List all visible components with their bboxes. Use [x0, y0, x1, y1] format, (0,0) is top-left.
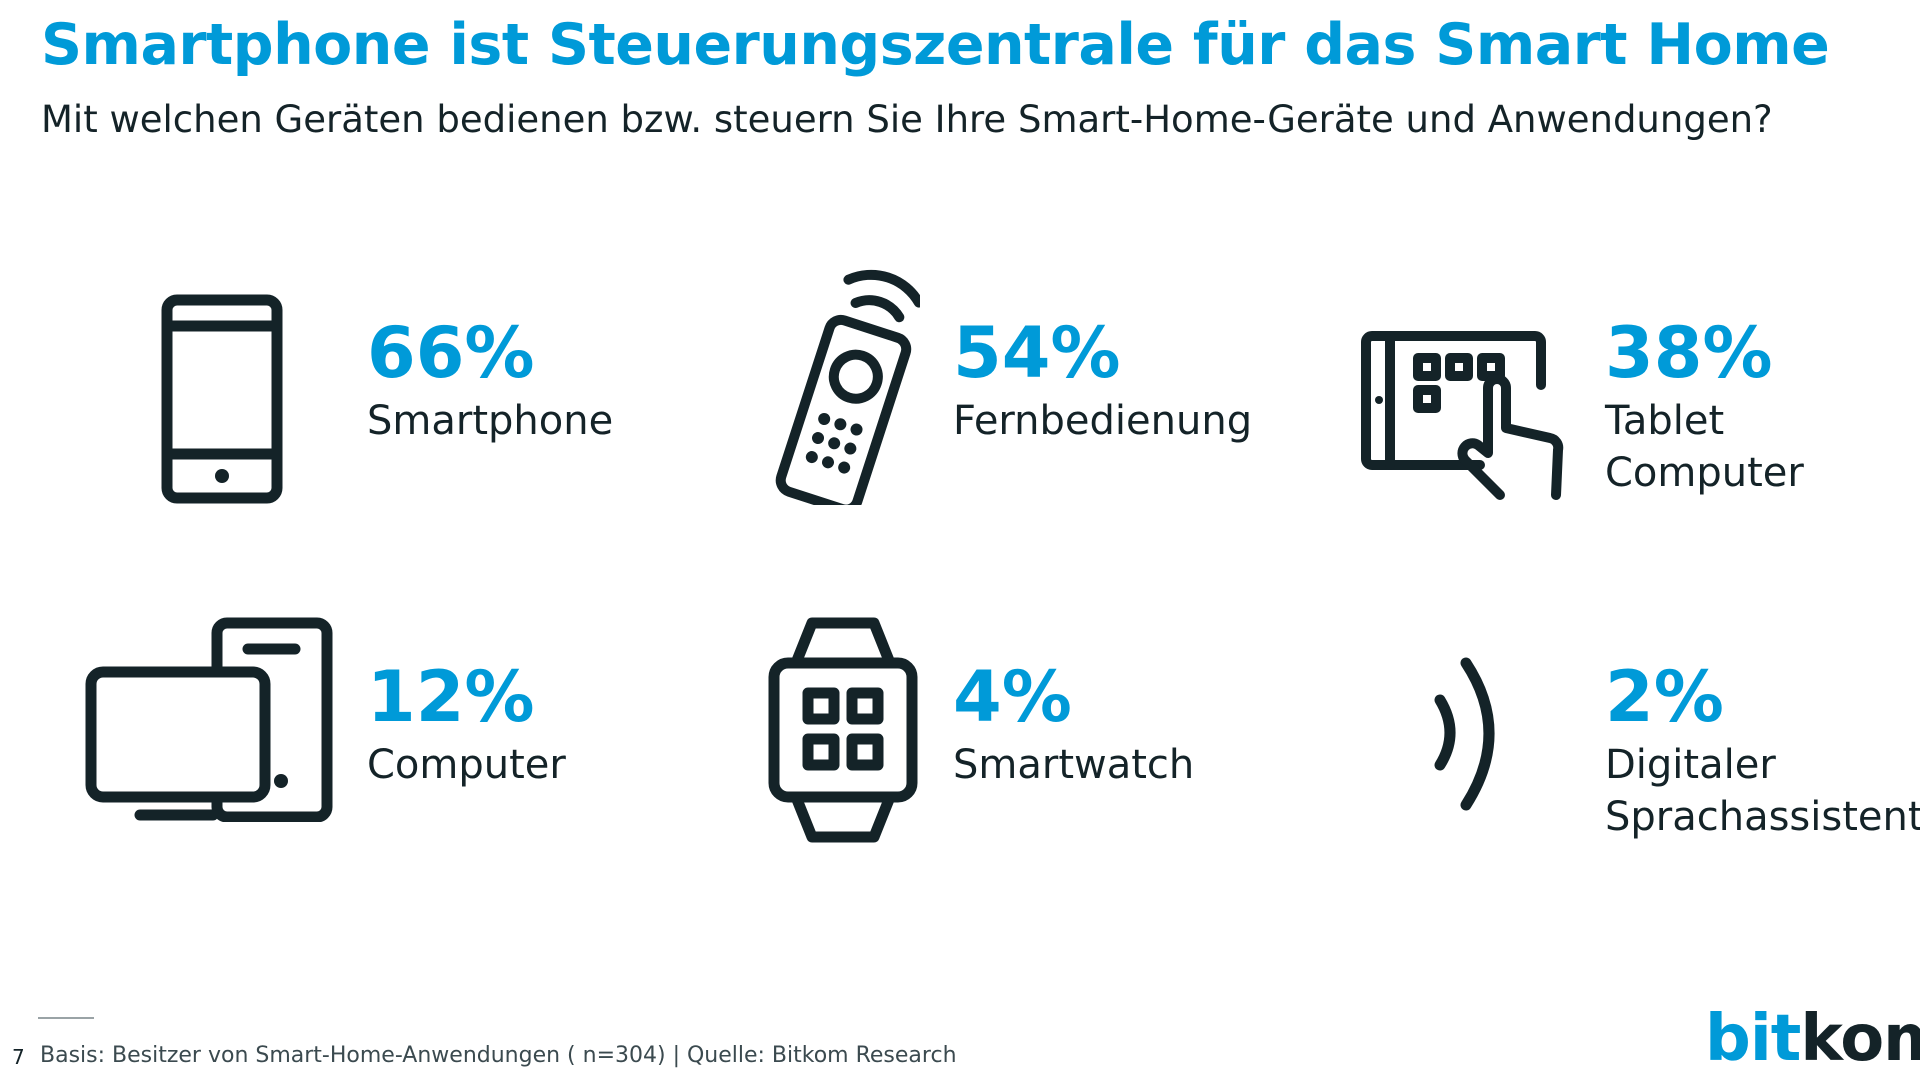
voice-assistant-icon	[1430, 655, 1510, 815]
page-subtitle: Mit welchen Geräten bedienen bzw. steuer…	[41, 98, 1773, 141]
logo-kom: kom	[1800, 1002, 1920, 1076]
stat-label: Smartwatch	[953, 739, 1194, 791]
bitkom-logo: bitkom	[1705, 1002, 1920, 1076]
logo-bit: bit	[1705, 1002, 1801, 1076]
stat-label-line: Tablet	[1605, 398, 1725, 444]
remote-control-icon	[760, 265, 920, 505]
stat-label-line: Sprachassistent	[1605, 794, 1920, 840]
tablet-touch-icon	[1360, 330, 1570, 505]
source-note: Basis: Besitzer von Smart-Home-Anwendung…	[40, 1043, 957, 1068]
smartwatch-icon	[768, 615, 918, 845]
footer-divider	[38, 1017, 94, 1019]
stat-label-line: Fernbedienung	[953, 398, 1253, 444]
stat-label: Fernbedienung	[953, 395, 1252, 447]
page-title: Smartphone ist Steuerungszentrale für da…	[41, 12, 1830, 78]
stat-label-line: Smartphone	[367, 398, 614, 444]
stat-percent: 12%	[367, 656, 535, 738]
stat-label: Tablet Computer	[1605, 395, 1804, 499]
stat-percent: 4%	[953, 656, 1072, 738]
stat-label-line: Computer	[1605, 450, 1804, 496]
computer-icon	[85, 617, 335, 822]
stat-label: Smartphone	[367, 395, 613, 447]
stat-label-line: Computer	[367, 742, 566, 788]
stat-percent: 38%	[1605, 312, 1773, 394]
stat-label: Computer	[367, 739, 566, 791]
stat-label: Digitaler Sprachassistent	[1605, 739, 1920, 843]
stat-label-line: Smartwatch	[953, 742, 1195, 788]
stat-label-line: Digitaler	[1605, 742, 1776, 788]
smartphone-icon	[161, 294, 283, 504]
stat-percent: 54%	[953, 312, 1121, 394]
stat-percent: 2%	[1605, 656, 1724, 738]
page-number: 7	[12, 1045, 25, 1069]
stat-percent: 66%	[367, 312, 535, 394]
